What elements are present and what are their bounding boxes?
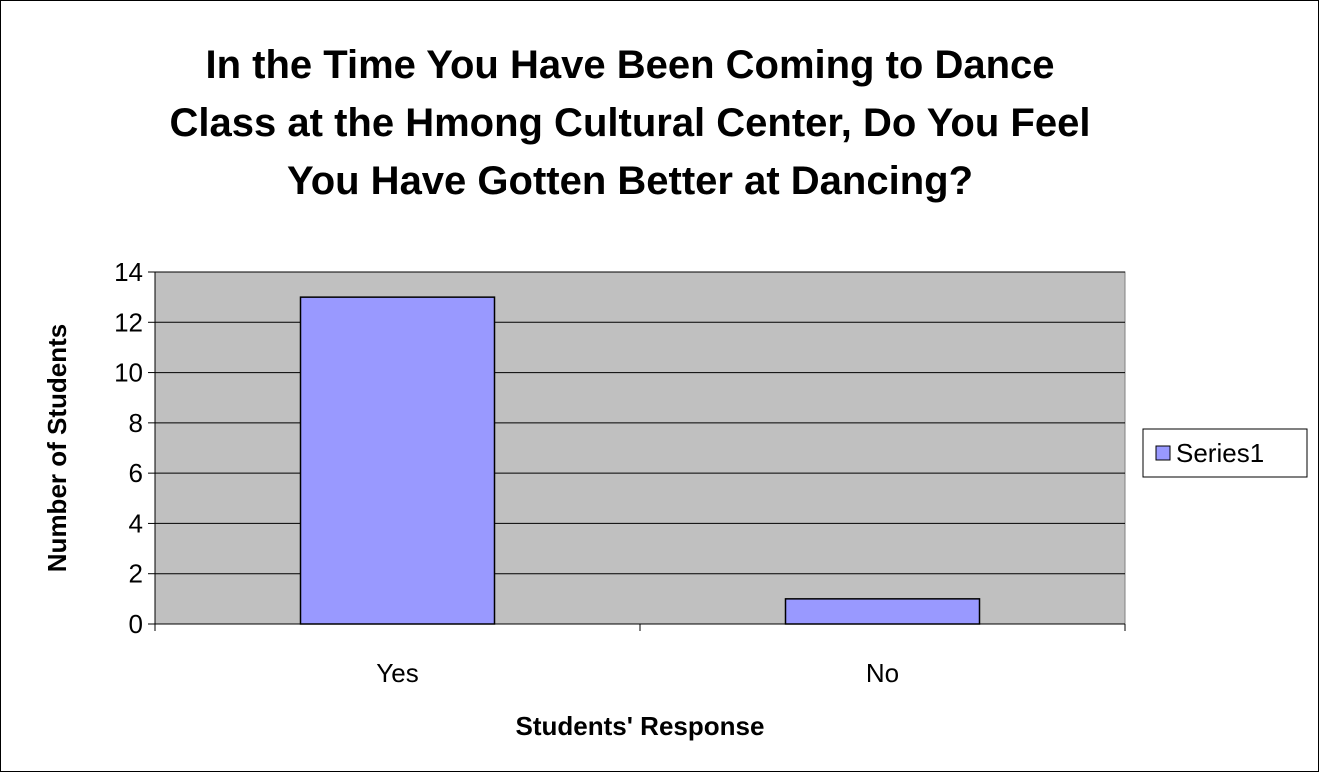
chart-title-line-3: You Have Gotten Better at Dancing? [286,159,973,203]
chart-title-line-2: Class at the Hmong Cultural Center, Do Y… [169,101,1091,145]
x-tick-label: Yes [376,658,418,688]
y-tick-label: 12 [114,307,143,337]
y-tick-label: 6 [129,458,143,488]
y-tick-labels: 0 2 4 6 8 10 12 14 [114,257,143,639]
chart-title-line-1: In the Time You Have Been Coming to Danc… [205,43,1055,87]
x-tick-label: No [866,658,899,688]
legend: Series1 [1142,428,1308,478]
x-tick-labels: Yes No [376,658,899,688]
chart-title: In the Time You Have Been Coming to Danc… [60,36,1200,210]
y-axis-label: Number of Students [42,324,72,572]
axes [148,271,1126,631]
legend-label-series1: Series1 [1176,438,1264,468]
bar-yes [299,296,496,625]
bar-no [784,598,981,625]
y-tick-label: 14 [114,257,143,287]
y-tick-label: 2 [129,559,143,589]
legend-swatch-series1 [1155,445,1171,461]
bars [299,296,981,625]
y-tick-label: 0 [129,609,143,639]
y-tick-label: 8 [129,408,143,438]
y-tick-label: 10 [114,358,143,388]
x-axis-label: Students' Response [516,711,765,741]
y-tick-label: 4 [129,508,143,538]
